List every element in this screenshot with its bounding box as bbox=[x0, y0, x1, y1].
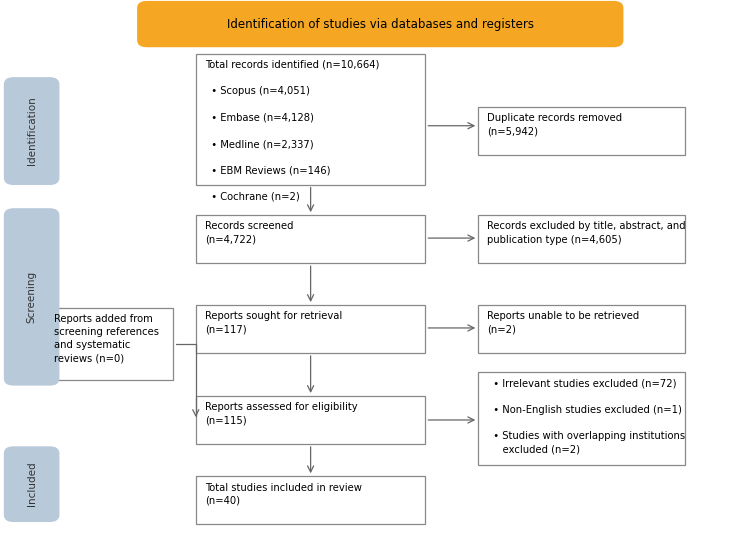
Text: Records screened
(n=4,722): Records screened (n=4,722) bbox=[205, 221, 294, 244]
Text: Identification: Identification bbox=[26, 97, 37, 165]
Bar bbox=[478, 107, 685, 155]
Text: Total studies included in review
(n=40): Total studies included in review (n=40) bbox=[205, 483, 361, 506]
FancyBboxPatch shape bbox=[5, 209, 59, 385]
Text: Records excluded by title, abstract, and
publication type (n=4,605): Records excluded by title, abstract, and… bbox=[487, 221, 686, 244]
Text: Reports sought for retrieval
(n=117): Reports sought for retrieval (n=117) bbox=[205, 311, 342, 334]
Text: Screening: Screening bbox=[26, 271, 37, 323]
Text: Reports added from
screening references
and systematic
reviews (n=0): Reports added from screening references … bbox=[54, 314, 159, 364]
FancyBboxPatch shape bbox=[5, 78, 59, 184]
FancyBboxPatch shape bbox=[5, 447, 59, 521]
Text: • Irrelevant studies excluded (n=72)

  • Non-English studies excluded (n=1)

  : • Irrelevant studies excluded (n=72) • N… bbox=[487, 378, 685, 454]
Bar bbox=[196, 215, 425, 263]
Text: Included: Included bbox=[26, 462, 37, 507]
Bar bbox=[196, 476, 425, 524]
Text: Reports unable to be retrieved
(n=2): Reports unable to be retrieved (n=2) bbox=[487, 311, 639, 334]
FancyBboxPatch shape bbox=[138, 2, 623, 47]
Text: Reports assessed for eligibility
(n=115): Reports assessed for eligibility (n=115) bbox=[205, 402, 358, 425]
Bar bbox=[45, 308, 173, 380]
Bar bbox=[196, 396, 425, 444]
Bar bbox=[196, 305, 425, 353]
Bar bbox=[478, 215, 685, 263]
Text: Identification of studies via databases and registers: Identification of studies via databases … bbox=[227, 18, 534, 30]
Bar bbox=[196, 54, 425, 185]
Text: Duplicate records removed
(n=5,942): Duplicate records removed (n=5,942) bbox=[487, 113, 622, 136]
Text: Total records identified (n=10,664)

  • Scopus (n=4,051)

  • Embase (n=4,128)
: Total records identified (n=10,664) • Sc… bbox=[205, 60, 380, 202]
Bar bbox=[478, 372, 685, 465]
Bar bbox=[478, 305, 685, 353]
